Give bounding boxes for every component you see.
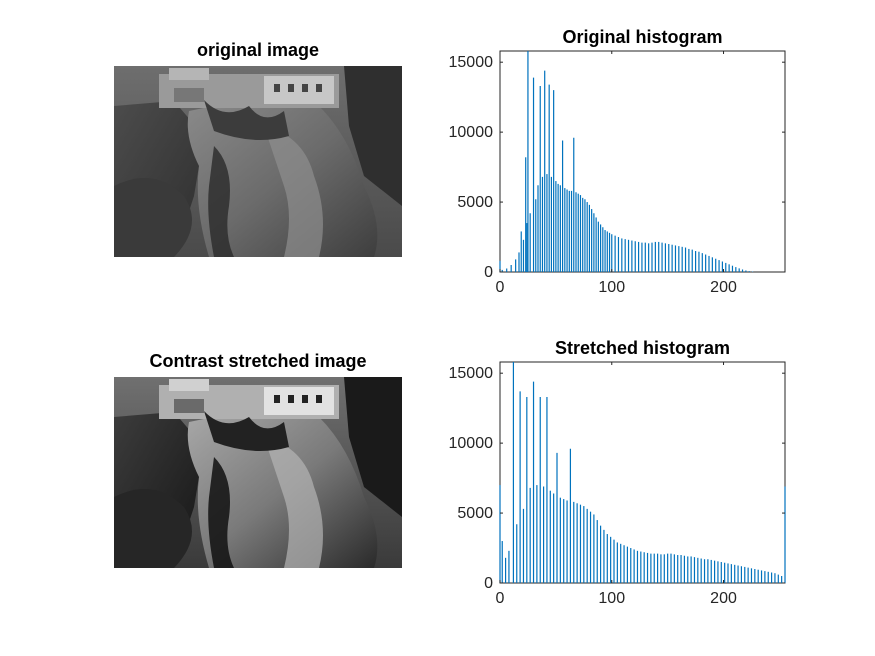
original-ytick-label-3: 15000 <box>449 54 494 71</box>
stretched-image-title: Contrast stretched image <box>149 351 367 371</box>
stretched-axes-box <box>499 361 786 584</box>
original-xtick-label-0: 0 <box>496 279 505 296</box>
stretched-image <box>114 377 402 568</box>
stretched-ytick-label-3: 15000 <box>449 365 494 382</box>
original-ytick-label-0: 0 <box>484 264 493 281</box>
stretched-image-graphic <box>114 377 402 568</box>
stretched-ytick-label-1: 5000 <box>457 505 493 522</box>
original-ytick-label-1: 5000 <box>457 194 493 211</box>
original-image-title: original image <box>196 40 320 60</box>
original-xtick-label-1: 100 <box>598 279 625 296</box>
stretched-ytick-label-2: 10000 <box>449 435 494 452</box>
stretched-xtick-label-0: 0 <box>496 590 505 607</box>
original-histogram-title: Original histogram <box>562 27 722 47</box>
stretched-histogram-title: Stretched histogram <box>555 338 730 358</box>
original-ytick-label-2: 10000 <box>449 124 494 141</box>
stretched-ytick-label-0: 0 <box>484 575 493 592</box>
original-xtick-label-2: 200 <box>710 279 737 296</box>
stretched-xtick-label-1: 100 <box>598 590 625 607</box>
stretched-xtick-label-2: 200 <box>710 590 737 607</box>
stretched-histogram: 0 100 200 0 5000 10000 15000 Stretched histogra… <box>449 338 786 607</box>
original-image <box>114 66 402 257</box>
original-histogram: 0 100 200 0 5000 10000 15000 Original histogram <box>449 27 786 296</box>
original-image-graphic <box>114 66 402 257</box>
